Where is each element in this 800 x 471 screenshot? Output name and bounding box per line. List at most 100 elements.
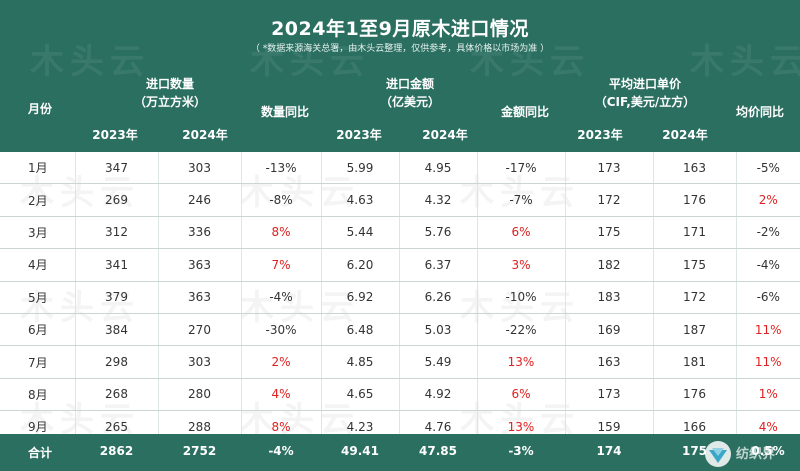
table-row: 6月 384 270 -30% 6.48 5.03 -22% 169 187 11% (0, 313, 800, 347)
volume-yoy-cell: -8% (241, 183, 322, 217)
volume-yoy-cell: 7% (241, 248, 322, 282)
price-2023-cell: 173 (565, 378, 654, 412)
table-row: 8月 268 280 4% 4.65 4.92 6% 173 176 1% (0, 378, 800, 412)
page-title: 2024年1至9月原木进口情况 (271, 18, 529, 40)
amount-2023-cell: 5.99 (321, 152, 400, 185)
volume-yoy-cell: 8% (241, 216, 322, 250)
amount-2024-cell: 6.26 (399, 281, 478, 314)
month-cell: 6月 (0, 313, 76, 347)
header-price-2023: 2023年 (577, 128, 623, 142)
volume-2024-cell: 270 (158, 313, 242, 347)
volume-2023-cell: 298 (75, 345, 159, 379)
price-2024-cell: 181 (653, 345, 737, 379)
month-cell: 5月 (0, 281, 76, 314)
table-row: 5月 379 363 -4% 6.92 6.26 -10% 183 172 -6% (0, 281, 800, 314)
volume-2023-cell: 379 (75, 281, 159, 314)
volume-2024-cell: 303 (158, 345, 242, 379)
table-row: 4月 341 363 7% 6.20 6.37 3% 182 175 -4% (0, 248, 800, 282)
header-volume-group: 进口数量 (145, 77, 194, 91)
price-2024-cell: 163 (653, 152, 737, 185)
month-cell: 8月 (0, 378, 76, 412)
price-2023-cell: 169 (565, 313, 654, 347)
amount-2024-cell: 5.49 (399, 345, 478, 379)
amount-yoy-cell: -10% (477, 281, 566, 314)
header-price-group: 平均进口单价 (608, 77, 681, 91)
volume-2024-cell: 336 (158, 216, 242, 250)
price-yoy-cell: 1% (736, 378, 800, 412)
header-amount-2023: 2023年 (336, 128, 382, 142)
total-amount-2023: 49.41 (341, 444, 379, 458)
price-2024-cell: 176 (653, 183, 737, 217)
amount-2023-cell: 4.65 (321, 378, 400, 412)
total-amount-yoy: -3% (508, 444, 534, 458)
volume-2023-cell: 341 (75, 248, 159, 282)
price-2023-cell: 175 (565, 216, 654, 250)
month-cell: 4月 (0, 248, 76, 282)
amount-2024-cell: 6.37 (399, 248, 478, 282)
svg-text:纺织界: 纺织界 (736, 446, 775, 462)
table-row: 7月 298 303 2% 4.85 5.49 13% 163 181 11% (0, 345, 800, 379)
price-2024-cell: 187 (653, 313, 737, 347)
volume-yoy-cell: -4% (241, 281, 322, 314)
amount-yoy-cell: -22% (477, 313, 566, 347)
volume-2023-cell: 384 (75, 313, 159, 347)
price-yoy-cell: -5% (736, 152, 800, 185)
volume-2024-cell: 363 (158, 281, 242, 314)
brand-logo-icon: 纺织界 (705, 441, 775, 467)
amount-2023-cell: 6.20 (321, 248, 400, 282)
price-2023-cell: 173 (565, 152, 654, 185)
total-label: 合计 (27, 446, 52, 460)
total-volume-2023: 2862 (99, 444, 134, 458)
month-cell: 2月 (0, 183, 76, 217)
price-yoy-cell: -2% (736, 216, 800, 250)
source-note: （ *数据来源海关总署，由木头云整理，仅供参考，具体价格以市场为准 ） (250, 44, 550, 54)
price-yoy-cell: 11% (736, 345, 800, 379)
header-amount-unit: （亿美元） (379, 95, 440, 109)
header-month: 月份 (27, 102, 52, 116)
volume-2024-cell: 246 (158, 183, 242, 217)
amount-yoy-cell: -7% (477, 183, 566, 217)
total-volume-yoy: -4% (268, 444, 294, 458)
price-2024-cell: 176 (653, 378, 737, 412)
header-volume-yoy: 数量同比 (260, 105, 309, 119)
price-2024-cell: 175 (653, 248, 737, 282)
volume-2024-cell: 280 (158, 378, 242, 412)
header-volume-2024: 2024年 (182, 128, 228, 142)
price-2023-cell: 182 (565, 248, 654, 282)
volume-yoy-cell: 4% (241, 378, 322, 412)
volume-yoy-cell: 2% (241, 345, 322, 379)
volume-2023-cell: 347 (75, 152, 159, 185)
volume-yoy-cell: -30% (241, 313, 322, 347)
table-row: 2月 269 246 -8% 4.63 4.32 -7% 172 176 2% (0, 183, 800, 217)
amount-2023-cell: 5.44 (321, 216, 400, 250)
volume-2023-cell: 268 (75, 378, 159, 412)
amount-2023-cell: 4.63 (321, 183, 400, 217)
month-cell: 3月 (0, 216, 76, 250)
header-amount-yoy: 金额同比 (500, 105, 549, 119)
total-row: 合计 2862 2752 -4% 49.41 47.85 -3% 174 175… (0, 434, 800, 471)
price-yoy-cell: -6% (736, 281, 800, 314)
month-cell: 7月 (0, 345, 76, 379)
price-yoy-cell: -4% (736, 248, 800, 282)
volume-yoy-cell: -13% (241, 152, 322, 185)
amount-2023-cell: 6.92 (321, 281, 400, 314)
amount-2024-cell: 4.92 (399, 378, 478, 412)
price-2024-cell: 172 (653, 281, 737, 314)
month-cell: 1月 (0, 152, 76, 185)
total-price-2023: 174 (596, 444, 622, 458)
amount-yoy-cell: -17% (477, 152, 566, 185)
amount-2024-cell: 5.03 (399, 313, 478, 347)
amount-2023-cell: 6.48 (321, 313, 400, 347)
price-2023-cell: 163 (565, 345, 654, 379)
data-table: 1月 347 303 -13% 5.99 4.95 -17% 173 163 -5% 2月 269 24… (0, 152, 800, 444)
header-amount-2024: 2024年 (422, 128, 468, 142)
volume-2024-cell: 363 (158, 248, 242, 282)
total-price-yoy: 0.5% (751, 444, 785, 458)
price-2023-cell: 172 (565, 183, 654, 217)
table-row: 1月 347 303 -13% 5.99 4.95 -17% 173 163 -5% (0, 152, 800, 185)
volume-2024-cell: 303 (158, 152, 242, 185)
amount-2024-cell: 4.95 (399, 152, 478, 185)
total-volume-2024: 2752 (182, 444, 217, 458)
header-price-yoy: 均价同比 (735, 105, 784, 119)
